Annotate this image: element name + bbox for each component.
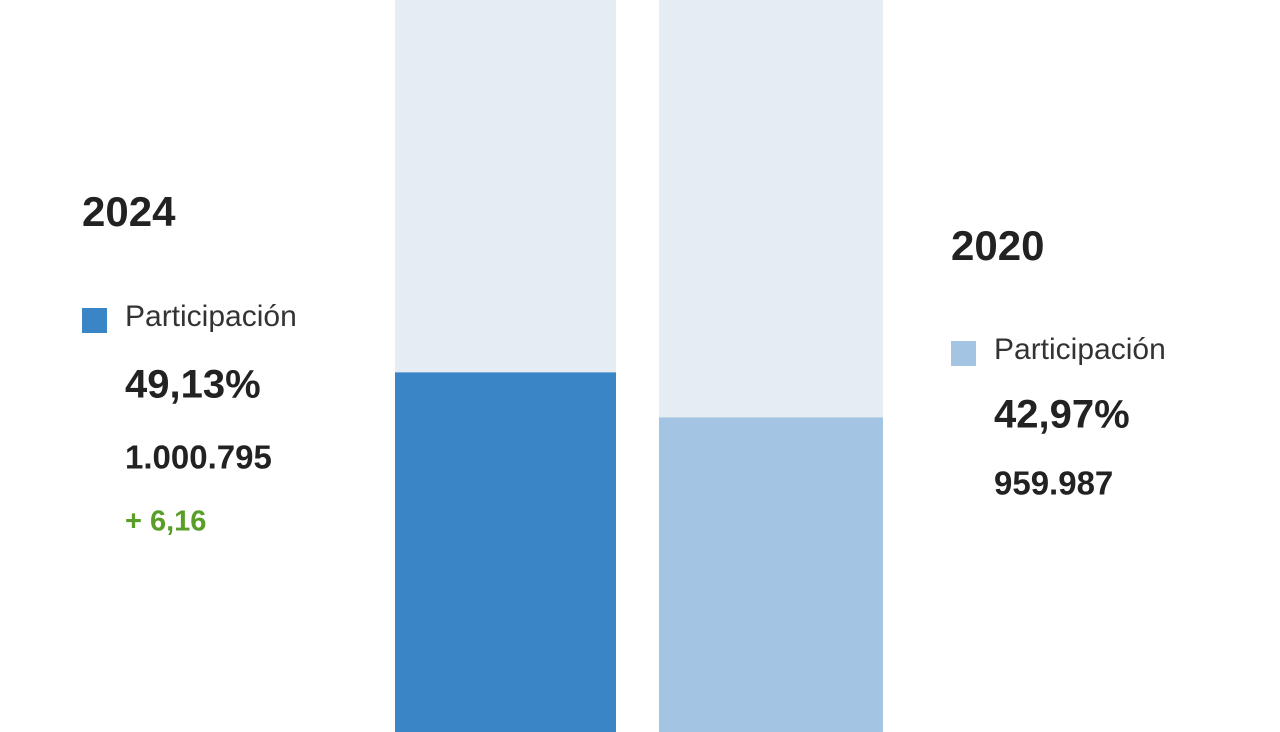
category-label: 2020 xyxy=(951,222,1044,269)
votes-label: 1.000.795 xyxy=(125,439,272,476)
value-label: 42,97% xyxy=(994,393,1130,437)
legend-swatch xyxy=(951,341,976,366)
legend-label: Participación xyxy=(125,300,297,333)
category-label: 2024 xyxy=(82,188,176,235)
votes-label: 959.987 xyxy=(994,465,1113,502)
legend-swatch xyxy=(82,308,107,333)
bar xyxy=(659,417,883,732)
change-label: + 6,16 xyxy=(125,506,206,538)
legend-label: Participación xyxy=(994,333,1166,366)
bar xyxy=(395,372,616,732)
value-label: 49,13% xyxy=(125,363,261,407)
